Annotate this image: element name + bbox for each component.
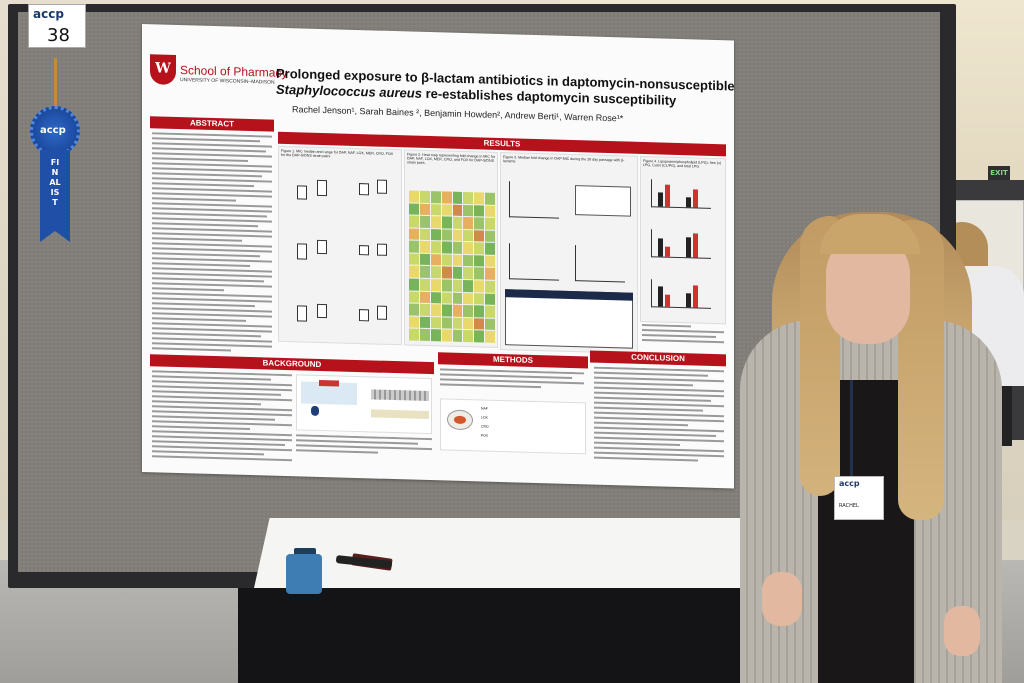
name-badge: accp RACHEL	[834, 476, 884, 520]
presenter-hair-top	[820, 214, 920, 254]
lanyard	[850, 380, 853, 480]
figure-4-caption: Figure 4. Lipoprotein/phospholipid (LPG)…	[643, 158, 722, 169]
background-figure	[296, 374, 432, 435]
presenter-hand-left	[762, 572, 802, 626]
figure-1: Figure 1. MIC median and range for DAP, …	[278, 145, 402, 346]
method-label-fox: FOX	[481, 433, 488, 438]
poster-university: UNIVERSITY OF WISCONSIN–MADISON	[180, 77, 275, 86]
ribbon-label: FINALIST	[49, 158, 61, 207]
poster-number: 38	[47, 25, 70, 46]
accp-logo: accp	[33, 7, 64, 21]
methods-text	[440, 368, 584, 400]
methods-header: METHODS	[438, 352, 588, 369]
figure-4: Figure 4. Lipoprotein/phospholipid (LPG)…	[640, 155, 726, 325]
rosette-label: accp	[40, 125, 66, 136]
display-table	[254, 518, 774, 588]
poster-number-card: accp 38	[28, 4, 86, 48]
abstract-text	[152, 132, 272, 353]
ribbon-pin	[54, 58, 57, 110]
method-label-naf: NAF	[481, 406, 488, 411]
badge-name: RACHEL	[839, 503, 859, 509]
conclusion-text	[594, 366, 724, 467]
poster-title-organism: Staphylococcus aureus	[276, 81, 422, 101]
method-label-lox: LOX	[481, 415, 488, 420]
poster-authors: Rachel Jenson¹, Sarah Baines ², Benjamin…	[292, 104, 624, 124]
figure-3: Figure 3. Median fold change in DAP MIC …	[500, 151, 638, 354]
exit-sign: EXIT	[988, 166, 1010, 180]
methods-diagram: NAF LOX CRO FOX	[440, 398, 586, 455]
finalist-ribbon: FINALIST	[40, 150, 70, 242]
water-bottle	[286, 554, 322, 594]
background-figure-caption	[296, 434, 432, 462]
conclusion-header: CONCLUSION	[590, 350, 726, 367]
table-skirt	[238, 588, 798, 683]
research-poster: W School of Pharmacy UNIVERSITY OF WISCO…	[142, 24, 735, 489]
uw-crest-icon: W	[150, 54, 176, 85]
heat-map	[409, 190, 495, 343]
figure-3-caption: Figure 3. Median fold change in DAP MIC …	[503, 155, 625, 164]
water-bottle-cap	[294, 548, 316, 556]
badge-logo: accp	[839, 479, 860, 488]
figure-2: Figure 2. Heat map representing fold-cha…	[404, 149, 498, 348]
figure-1-caption: Figure 1. MIC median and range for DAP, …	[281, 148, 394, 159]
finalist-rosette: accp	[30, 106, 80, 156]
background-text	[152, 370, 292, 466]
method-label-cro: CRO	[481, 424, 489, 429]
abstract-header: ABSTRACT	[150, 116, 274, 132]
presenter-hand-right	[944, 606, 980, 656]
figure-2-caption: Figure 2. Heat map representing fold-cha…	[407, 152, 496, 165]
